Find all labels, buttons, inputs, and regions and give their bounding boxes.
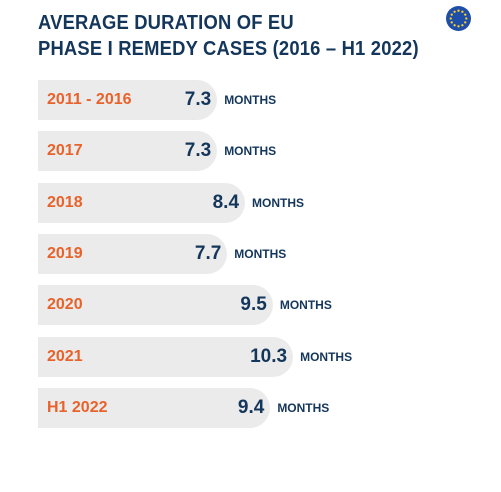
unit-label: MONTHS <box>300 349 353 364</box>
eu-star <box>461 10 464 13</box>
unit-label: MONTHS <box>277 400 330 415</box>
bar <box>38 80 218 120</box>
category-label: 2017 <box>47 142 83 160</box>
eu-star <box>464 13 467 16</box>
eu-star <box>465 17 468 20</box>
unit-label: MONTHS <box>252 195 305 210</box>
eu-star <box>450 21 453 24</box>
category-label: 2021 <box>47 347 83 365</box>
eu-star <box>453 10 456 13</box>
value-label: 10.3 <box>250 345 288 367</box>
unit-label: MONTHS <box>279 298 332 313</box>
chart-title-line-1: AVERAGE DURATION OF EU <box>38 12 294 34</box>
chart-title-line-2: PHASE I REMEDY CASES (2016 – H1 2022) <box>38 38 419 60</box>
bar <box>38 387 271 428</box>
value-label: 9.4 <box>237 396 265 418</box>
value-label: 8.4 <box>212 191 240 213</box>
eu-star <box>457 25 460 28</box>
category-label: 2020 <box>47 296 83 314</box>
chart-title: AVERAGE DURATION OF EU PHASE I REMEDY CA… <box>38 10 419 62</box>
value-label: 9.5 <box>240 294 267 316</box>
bar <box>38 285 273 326</box>
bar <box>38 182 246 223</box>
unit-label: MONTHS <box>234 246 287 261</box>
category-label: 2019 <box>47 244 83 262</box>
eu-star <box>450 13 453 16</box>
category-label: 2011 - 2016 <box>47 91 132 108</box>
eu-star <box>464 21 467 24</box>
category-label: 2018 <box>47 193 83 211</box>
value-label: 7.7 <box>194 242 222 264</box>
value-label: 7.3 <box>184 140 212 162</box>
value-label: 7.3 <box>184 89 212 110</box>
unit-label: MONTHS <box>224 144 277 159</box>
category-label: H1 2022 <box>47 398 108 416</box>
eu-flag-icon <box>446 6 471 31</box>
bar <box>38 131 218 172</box>
eu-star <box>457 9 460 12</box>
unit-label: MONTHS <box>224 93 277 107</box>
bar <box>38 233 228 274</box>
bar <box>38 336 294 377</box>
eu-star <box>453 24 456 27</box>
eu-star <box>461 24 464 27</box>
eu-star <box>449 17 452 20</box>
